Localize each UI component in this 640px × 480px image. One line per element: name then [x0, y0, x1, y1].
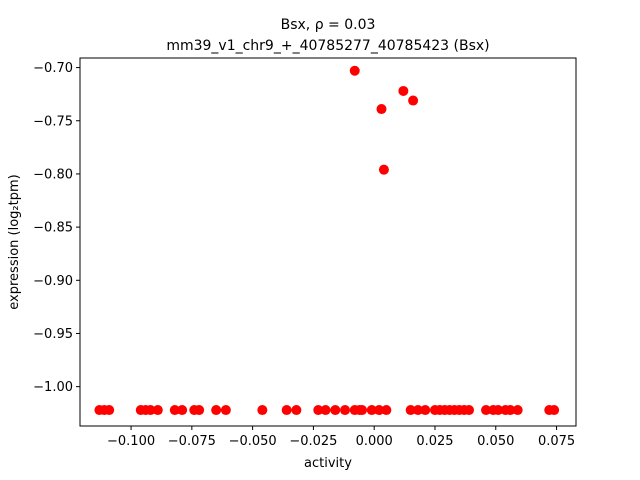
data-point-11	[211, 405, 222, 416]
data-point-27	[412, 405, 423, 416]
data-point-19	[340, 405, 351, 416]
data-point-37	[481, 405, 492, 416]
data-point-8	[177, 405, 188, 416]
data-point-17	[320, 405, 331, 416]
y-axis-ticks: −1.00 −0.95 −0.90 −0.85 −0.80 −0.75 −0.70	[33, 61, 80, 395]
data-point-47	[408, 95, 419, 106]
data-point-48	[376, 104, 387, 115]
y-tick-label-3: −0.85	[33, 221, 73, 236]
x-tick-label-4: 0.000	[356, 434, 393, 449]
x-axis-label: activity	[304, 456, 352, 471]
data-point-39	[493, 405, 504, 416]
y-tick-label-4: −0.80	[33, 167, 73, 182]
data-point-44	[549, 405, 560, 416]
data-point-6	[152, 405, 163, 416]
x-tick-label-2: −0.050	[229, 434, 277, 449]
data-point-41	[505, 405, 516, 416]
x-tick-label-6: 0.050	[477, 434, 514, 449]
data-point-10	[194, 405, 205, 416]
data-point-2	[104, 405, 115, 416]
plot-area-frame	[79, 57, 577, 427]
data-point-15	[291, 405, 302, 416]
y-tick-label-5: −0.75	[33, 114, 73, 129]
data-point-42	[512, 405, 523, 416]
data-point-28	[420, 405, 431, 416]
y-tick-label-0: −1.00	[33, 380, 73, 395]
chart-title-line-2: mm39_v1_chr9_+_40785277_40785423 (Bsx)	[166, 38, 489, 54]
x-tick-label-5: 0.025	[416, 434, 453, 449]
chart-title-line-1: Bsx, ρ = 0.03	[281, 17, 376, 33]
data-point-24	[374, 405, 385, 416]
x-tick-label-1: −0.075	[168, 434, 216, 449]
y-tick-label-6: −0.70	[33, 61, 73, 76]
data-point-18	[330, 405, 341, 416]
data-point-22	[357, 405, 368, 416]
data-point-5	[145, 405, 156, 416]
data-point-23	[366, 405, 377, 416]
x-tick-label-3: −0.025	[289, 434, 337, 449]
data-point-45	[349, 65, 360, 76]
x-tick-label-0: −0.100	[107, 434, 155, 449]
x-axis-ticks: −0.100 −0.075 −0.050 −0.025 0.000 0.025 0.050 0…	[107, 426, 575, 449]
data-point-49	[378, 164, 389, 175]
x-tick-label-7: 0.075	[538, 434, 575, 449]
data-point-16	[313, 405, 324, 416]
data-point-7	[169, 405, 180, 416]
y-tick-label-2: −0.90	[33, 274, 73, 289]
data-point-36	[464, 405, 475, 416]
data-point-12	[220, 405, 231, 416]
y-tick-label-1: −0.95	[33, 327, 73, 342]
data-point-13	[257, 405, 268, 416]
data-point-26	[405, 405, 416, 416]
data-point-14	[281, 405, 292, 416]
data-points	[94, 65, 560, 416]
y-axis-label: expression (log₂tpm)	[7, 174, 22, 309]
data-point-46	[398, 85, 409, 96]
data-point-25	[381, 405, 392, 416]
